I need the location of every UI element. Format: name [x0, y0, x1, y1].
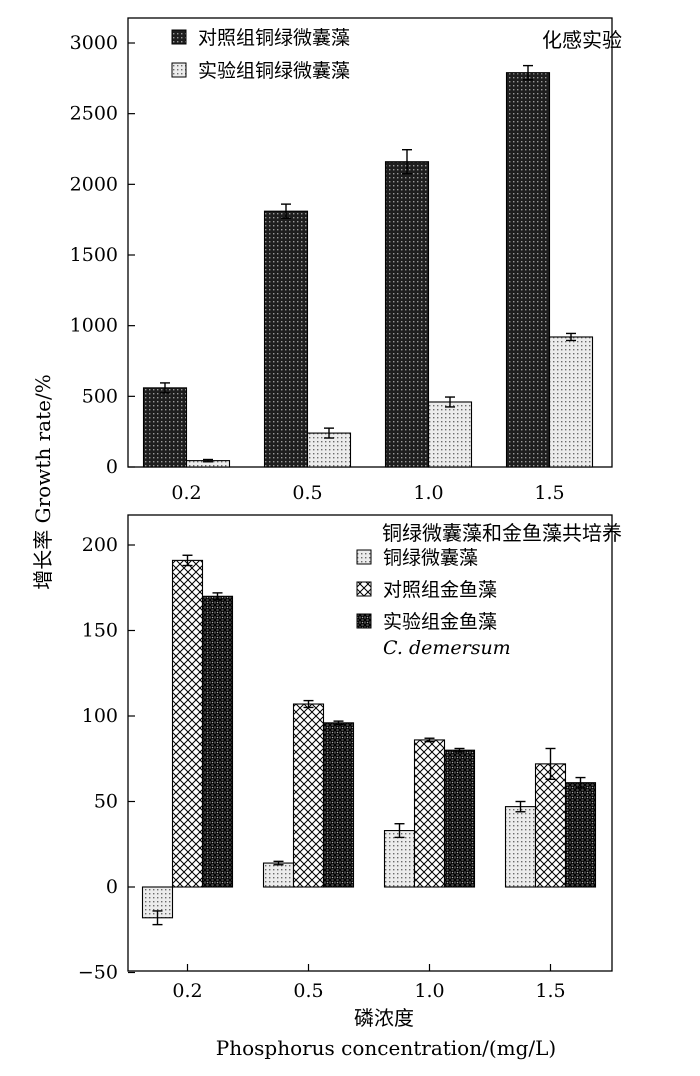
y-tick-label: 0: [106, 876, 118, 898]
bar: [427, 401, 473, 468]
bar: [322, 722, 355, 888]
y-tick-label: 2000: [70, 173, 118, 195]
bar: [171, 559, 204, 888]
legend-swatch: [356, 613, 372, 629]
bar: [413, 739, 446, 888]
x-tick-label: 1.0: [413, 482, 443, 504]
x-tick-label: 0.2: [172, 980, 202, 1002]
x-tick-label: 1.5: [535, 980, 565, 1002]
y-tick-label: 150: [82, 620, 118, 642]
bar: [504, 806, 537, 888]
x-tick-label: 0.5: [292, 482, 322, 504]
bar: [443, 749, 476, 888]
allelopathy-panel: 0 500 1000 1500 2000 2500 3000 0.2 0.5 1.0 1.5 化感实验…: [70, 17, 622, 504]
plot-frame: [127, 514, 613, 972]
x-tick-label: 0.5: [293, 980, 323, 1002]
y-tick-label: 1500: [70, 244, 118, 266]
y-tick-label: 2500: [70, 103, 118, 125]
bar: [263, 210, 309, 468]
y-tick-label: 200: [82, 534, 118, 556]
legend-swatch: [171, 29, 187, 45]
y-tick-label: 3000: [70, 32, 118, 54]
legend-note: C. demersum: [383, 637, 511, 659]
x-tick-label: 1.5: [534, 482, 564, 504]
y-tick-label: 1000: [70, 315, 118, 337]
bar: [534, 763, 567, 888]
bar: [548, 336, 594, 468]
legend-swatch: [171, 62, 187, 78]
bar: [564, 782, 597, 888]
bar: [292, 703, 325, 888]
plot-frame: [127, 17, 613, 468]
legend-label: 实验组金鱼藻: [383, 611, 497, 633]
coculture-panel: −50 0 50 100 150 200 0.2 0.5 1.0 1.5 铜绿微囊藻和金鱼藻共培养铜…: [78, 514, 622, 1002]
x-tick-label: 0.2: [171, 482, 201, 504]
legend-label: 铜绿微囊藻: [383, 547, 478, 569]
y-tick-label: 0: [106, 456, 118, 478]
bar: [142, 387, 188, 468]
legend-label: 对照组铜绿微囊藻: [198, 27, 350, 49]
bar: [201, 595, 234, 888]
bar: [384, 161, 430, 468]
legend-swatch: [356, 581, 372, 597]
y-tick-label: −50: [78, 962, 118, 984]
x-tick-label: 1.0: [414, 980, 444, 1002]
legend-label: 实验组铜绿微囊藻: [198, 60, 350, 82]
bar: [505, 72, 551, 468]
x-axis-label-en: Phosphorus concentration/(mg/L): [216, 1036, 556, 1060]
legend-label: 对照组金鱼藻: [383, 579, 497, 601]
bar: [383, 830, 416, 888]
y-tick-label: 50: [94, 791, 118, 813]
y-axis-label: 增长率 Growth rate/%: [31, 374, 55, 589]
panel-title: 铜绿微囊藻和金鱼藻共培养: [382, 521, 622, 545]
x-axis-label-cn: 磷浓度: [354, 1006, 414, 1030]
bar: [262, 862, 295, 888]
y-tick-label: 100: [82, 705, 118, 727]
legend-swatch: [356, 549, 372, 565]
y-tick-label: 500: [82, 385, 118, 407]
panel-title: 化感实验: [542, 28, 622, 52]
